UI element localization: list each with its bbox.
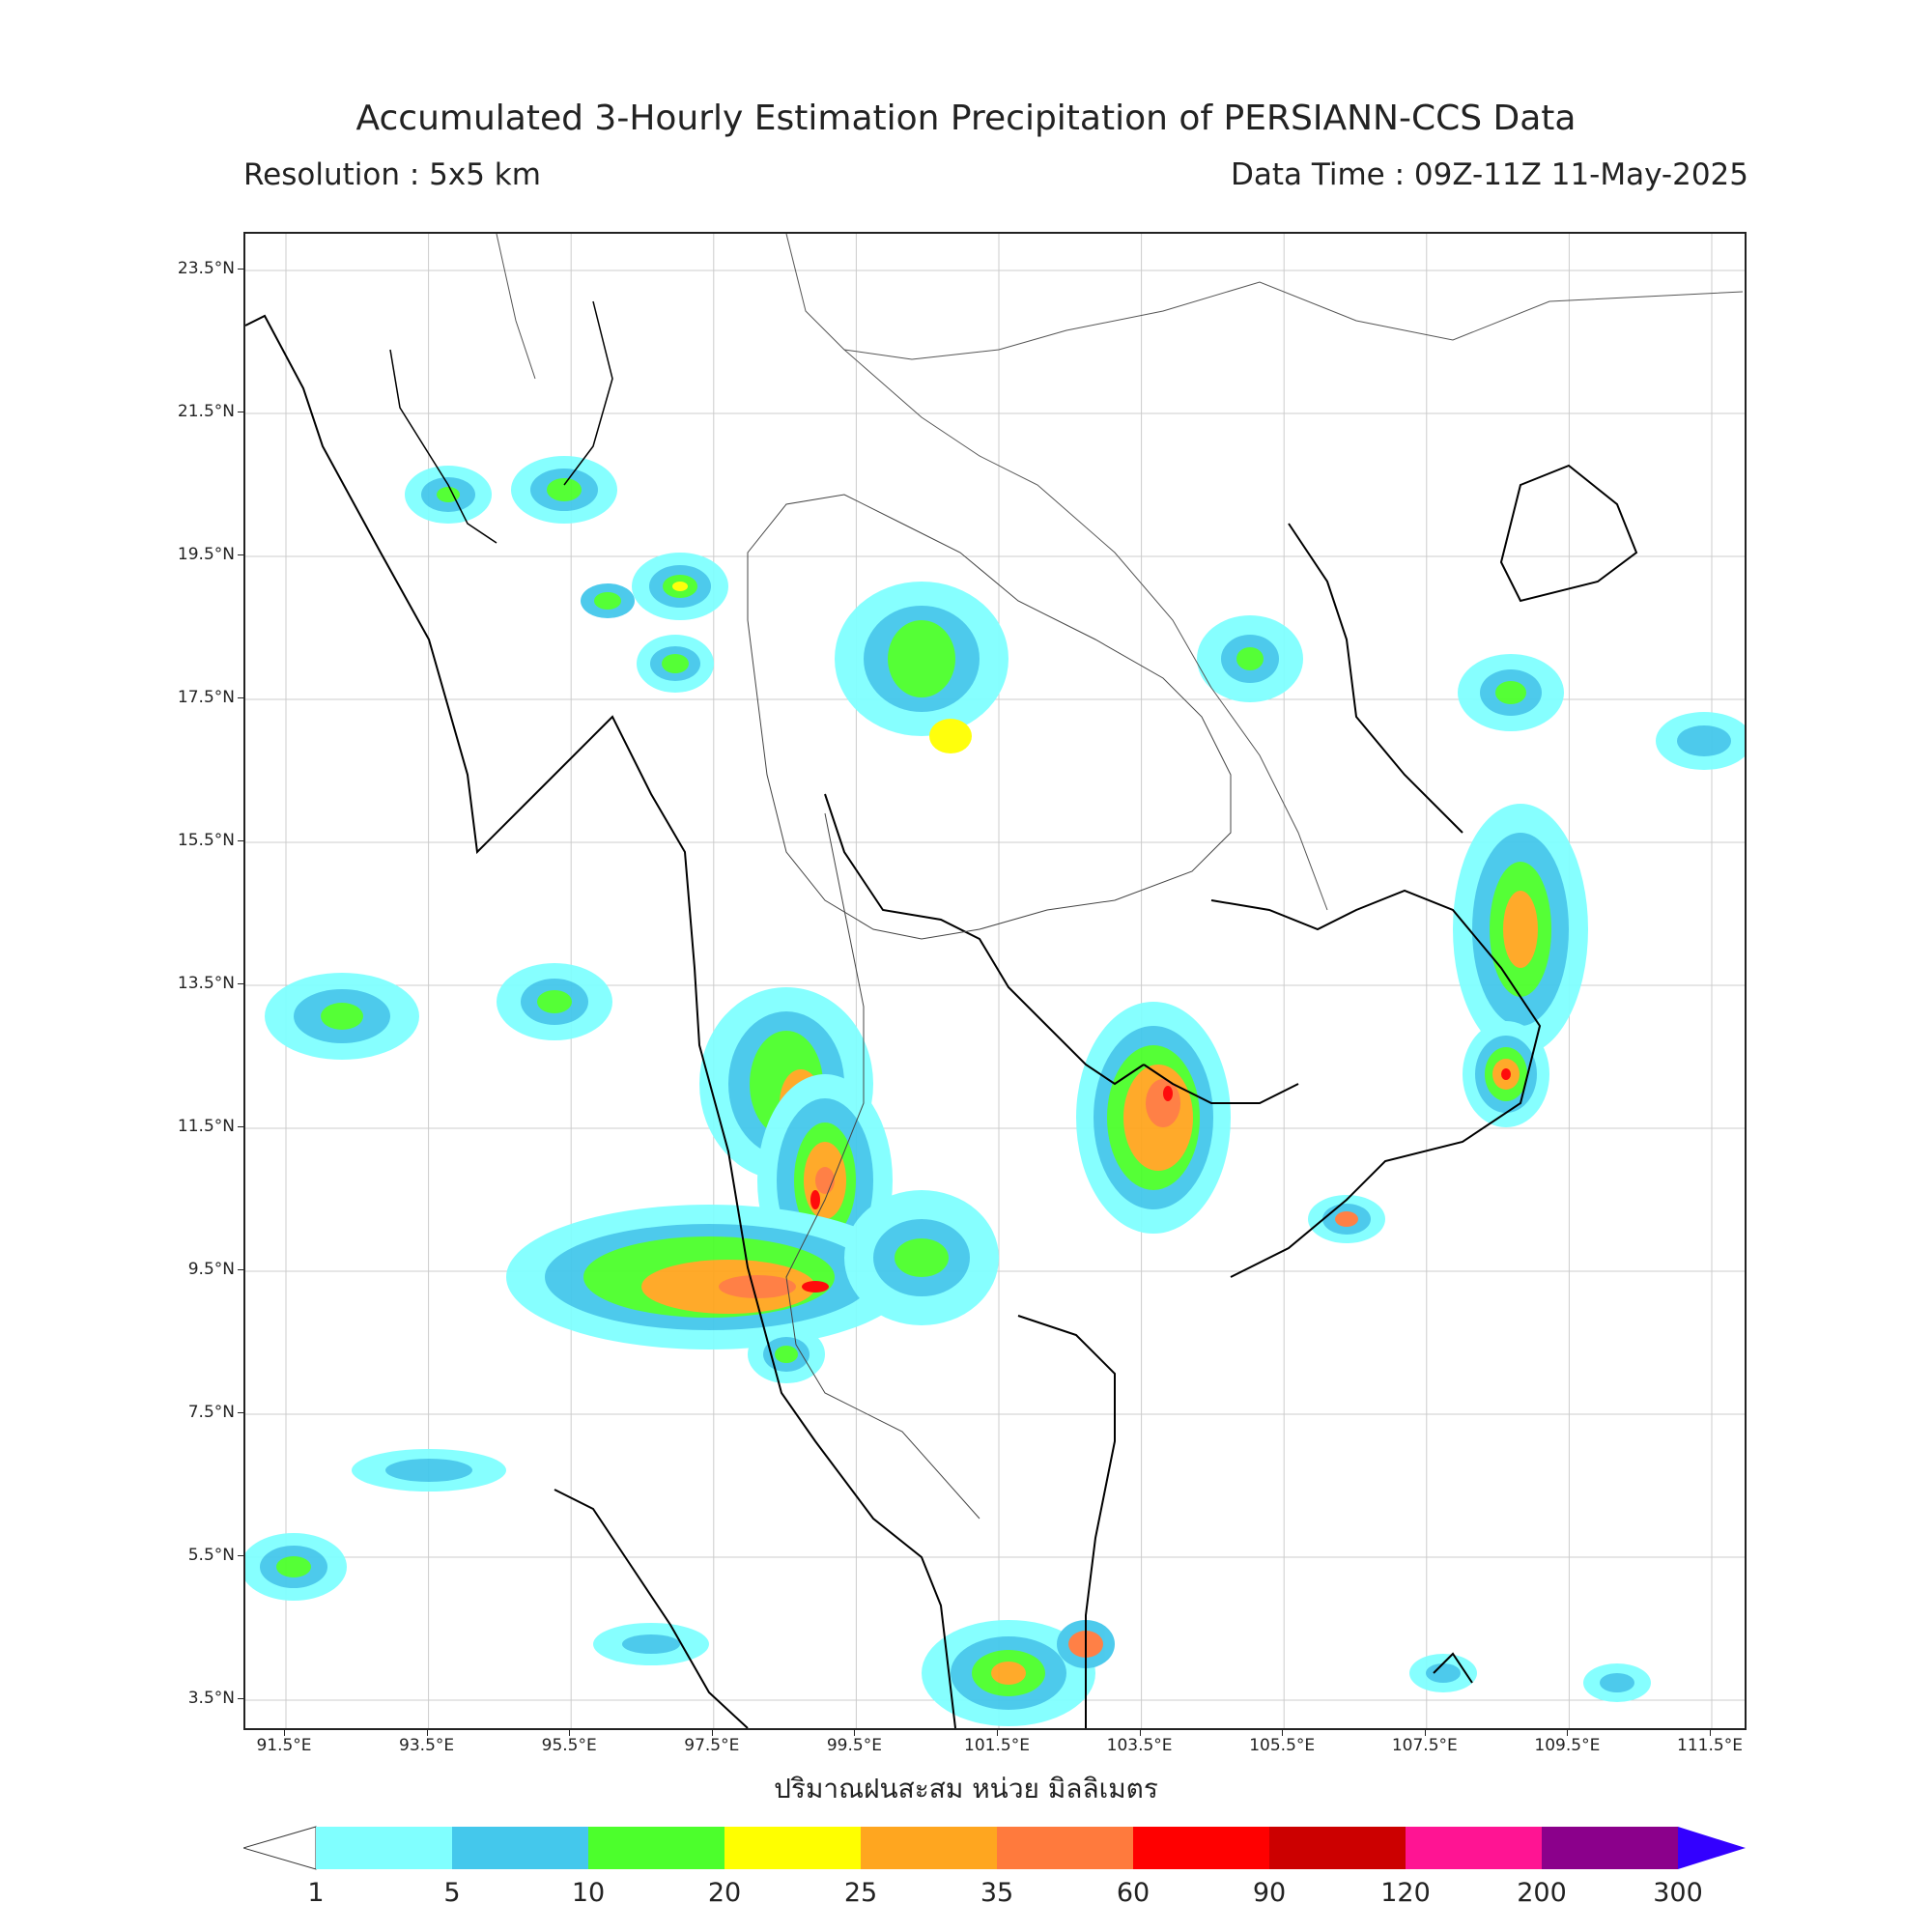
chart-title: Accumulated 3-Hourly Estimation Precipit… xyxy=(355,99,1577,138)
rain-field xyxy=(245,456,1745,1726)
latitude-label: 21.5°N xyxy=(177,402,235,421)
latitude-tick xyxy=(238,840,243,841)
longitude-label: 105.5°E xyxy=(1249,1736,1316,1755)
colorbar-tick-label: 90 xyxy=(1252,1878,1287,1908)
longitude-tick xyxy=(1139,1730,1141,1736)
colorbar-tick-label: 200 xyxy=(1517,1878,1567,1908)
colorbar-tick-label: 120 xyxy=(1380,1878,1431,1908)
latitude-tick xyxy=(238,1412,243,1413)
colorbar-tick-label: 1 xyxy=(307,1878,325,1908)
latitude-label: 5.5°N xyxy=(187,1546,235,1565)
longitude-label: 111.5°E xyxy=(1677,1736,1743,1755)
colorbar-tick-label: 60 xyxy=(1116,1878,1151,1908)
longitude-tick xyxy=(1567,1730,1569,1736)
colorbar-tick-label: 20 xyxy=(707,1878,742,1908)
colorbar-segment xyxy=(1406,1827,1542,1869)
latitude-label: 9.5°N xyxy=(187,1260,235,1279)
colorbar-tick-label: 300 xyxy=(1653,1878,1703,1908)
longitude-label: 107.5°E xyxy=(1391,1736,1458,1755)
longitude-label: 99.5°E xyxy=(826,1736,882,1755)
colorbar-tick-label: 35 xyxy=(980,1878,1014,1908)
colorbar-segment xyxy=(724,1827,861,1869)
longitude-tick xyxy=(1424,1730,1426,1736)
longitude-tick xyxy=(569,1730,571,1736)
colorbar-segment xyxy=(861,1827,997,1869)
longitude-tick xyxy=(1710,1730,1711,1736)
country-borders xyxy=(496,234,1744,911)
latitude-tick xyxy=(238,1126,243,1127)
latitude-label: 15.5°N xyxy=(177,831,235,850)
latitude-label: 19.5°N xyxy=(177,545,235,564)
colorbar-segment xyxy=(1133,1827,1269,1869)
longitude-label: 97.5°E xyxy=(684,1736,740,1755)
colorbar-over-triangle xyxy=(1678,1827,1746,1869)
latitude-tick xyxy=(238,554,243,555)
precipitation-map xyxy=(243,232,1747,1730)
resolution-label: Resolution : 5x5 km xyxy=(243,157,541,192)
longitude-label: 95.5°E xyxy=(541,1736,597,1755)
colorbar-tick-label: 5 xyxy=(443,1878,461,1908)
data-time-label: Data Time : 09Z-11Z 11-May-2025 xyxy=(1230,157,1748,192)
colorbar-under-triangle xyxy=(243,1826,317,1870)
colorbar-segment xyxy=(997,1827,1133,1869)
latitude-tick xyxy=(238,983,243,984)
colorbar-tick-label: 25 xyxy=(843,1878,878,1908)
colorbar-segment xyxy=(1542,1827,1678,1869)
longitude-label: 101.5°E xyxy=(964,1736,1030,1755)
longitude-label: 109.5°E xyxy=(1534,1736,1601,1755)
coastlines xyxy=(245,300,1638,1728)
map-svg xyxy=(245,234,1745,1728)
latitude-tick xyxy=(238,1555,243,1556)
latitude-tick xyxy=(238,697,243,698)
colorbar-caption: ปริมาณฝนสะสม หน่วย มิลลิเมตร xyxy=(774,1773,1158,1804)
colorbar-segment xyxy=(588,1827,724,1869)
colorbar-tick-label: 10 xyxy=(571,1878,606,1908)
longitude-label: 91.5°E xyxy=(256,1736,312,1755)
latitude-label: 13.5°N xyxy=(177,974,235,993)
colorbar-segment xyxy=(1269,1827,1406,1869)
latitude-tick xyxy=(238,1269,243,1270)
longitude-tick xyxy=(284,1730,285,1736)
longitude-tick xyxy=(426,1730,428,1736)
colorbar xyxy=(243,1826,1746,1870)
latitude-label: 3.5°N xyxy=(187,1689,235,1708)
colorbar-segment xyxy=(452,1827,588,1869)
latitude-tick xyxy=(238,269,243,270)
longitude-tick xyxy=(711,1730,713,1736)
latitude-label: 7.5°N xyxy=(187,1403,235,1422)
longitude-tick xyxy=(997,1730,998,1736)
latitude-label: 11.5°N xyxy=(177,1117,235,1136)
latitude-label: 23.5°N xyxy=(177,259,235,278)
longitude-label: 103.5°E xyxy=(1106,1736,1173,1755)
longitude-tick xyxy=(1282,1730,1284,1736)
thailand-provinces xyxy=(747,494,1232,1520)
longitude-tick xyxy=(854,1730,856,1736)
latitude-label: 17.5°N xyxy=(177,688,235,707)
colorbar-segment xyxy=(316,1827,452,1869)
latitude-tick xyxy=(238,1698,243,1699)
longitude-label: 93.5°E xyxy=(399,1736,455,1755)
